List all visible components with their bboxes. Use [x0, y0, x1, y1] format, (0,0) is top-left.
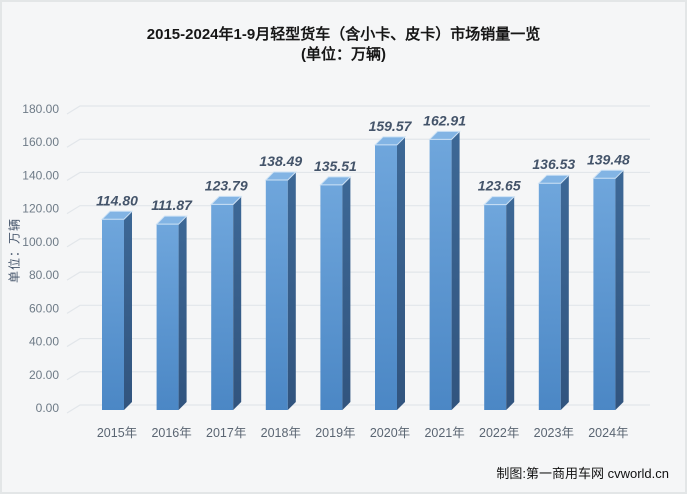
y-tick-label: 100.00 [22, 235, 59, 249]
bar-side-2019年 [342, 176, 351, 410]
y-tick-label: 160.00 [22, 135, 59, 149]
bar-side-2017年 [233, 196, 242, 410]
bar-side-2021年 [451, 131, 460, 411]
gridline [66, 105, 650, 115]
bar-side-2015年 [124, 211, 132, 410]
x-axis-label-2021年: 2021年 [424, 426, 464, 440]
x-axis-label-2022年: 2022年 [479, 426, 519, 440]
bar-top-2023年 [537, 174, 571, 184]
bar-top-2020年 [373, 136, 407, 146]
y-tick-label: 120.00 [22, 202, 59, 216]
bar-side-2016年 [178, 216, 187, 410]
x-axis-label-2018年: 2018年 [261, 426, 301, 440]
gridline [66, 404, 650, 414]
y-tick-label: 40.00 [29, 335, 59, 349]
y-tick-label: 180.00 [22, 102, 59, 116]
x-axis-label-2024年: 2024年 [588, 426, 628, 440]
value-label-2021年: 162.91 [423, 112, 466, 128]
gridline [66, 171, 650, 181]
y-tick-label: 20.00 [29, 368, 59, 382]
bar-front-2015年 [102, 219, 124, 410]
footer-credit: 制图:第一商用车网 cvworld.cn [496, 466, 669, 481]
chart-subtitle: (单位：万辆) [301, 46, 386, 63]
value-label-2019年: 135.51 [314, 158, 357, 174]
bar-top-2019年 [319, 176, 352, 186]
y-tick-label: 140.00 [22, 168, 59, 182]
bar-front-2019年 [320, 184, 343, 410]
gridline [66, 371, 650, 381]
bar-front-2018年 [265, 179, 288, 410]
x-axis-label-2016年: 2016年 [151, 426, 191, 440]
gridline [66, 271, 650, 281]
y-tick-label: 80.00 [29, 268, 59, 282]
value-label-2017年: 123.79 [205, 177, 248, 193]
gridline [66, 238, 650, 248]
bar-top-2018年 [264, 171, 298, 181]
gridline [66, 337, 650, 348]
chart-title-block: 2015-2024年1-9月轻型货车（含小卡、皮卡）市场销量一览 (单位：万辆) [2, 24, 685, 65]
bar-side-2022年 [506, 196, 515, 410]
bar-front-2024年 [593, 178, 616, 410]
y-tick-label: 60.00 [29, 301, 59, 315]
gridline [66, 304, 650, 314]
x-axis-label-2015年: 2015年 [97, 426, 137, 440]
bar-top-2015年 [100, 210, 134, 220]
bar-side-2024年 [615, 170, 624, 410]
x-axis-label-2019年: 2019年 [315, 426, 355, 440]
bar-front-2016年 [156, 224, 179, 410]
bar-side-2020年 [397, 136, 405, 410]
bar-top-2022年 [482, 196, 516, 206]
x-axis-label-2020年: 2020年 [370, 426, 410, 440]
value-label-2020年: 159.57 [369, 118, 413, 134]
bar-side-2018年 [287, 171, 296, 410]
value-label-2018年: 138.49 [259, 153, 302, 169]
bar-top-2016年 [155, 215, 188, 225]
value-label-2024年: 139.48 [587, 151, 630, 167]
value-label-2022年: 123.65 [478, 178, 521, 194]
x-axis-label-2023年: 2023年 [534, 426, 574, 440]
bar-top-2024年 [592, 169, 625, 179]
chart-title: 2015-2024年1-9月轻型货车（含小卡、皮卡）市场销量一览 [146, 26, 541, 43]
bar-front-2021年 [429, 139, 452, 411]
gridline [66, 138, 650, 148]
gridline [66, 205, 650, 215]
y-tick-label: 0.00 [36, 401, 60, 415]
x-axis-label-2017年: 2017年 [206, 426, 246, 440]
bar-top-2017年 [209, 195, 243, 205]
value-label-2016年: 111.87 [151, 197, 193, 213]
bar-top-2021年 [428, 130, 461, 140]
bar-front-2023年 [538, 183, 561, 410]
bar-front-2020年 [375, 144, 397, 410]
bar-front-2022年 [484, 204, 507, 410]
value-label-2015年: 114.80 [96, 192, 138, 208]
value-label-2023年: 136.53 [532, 156, 575, 172]
bar-front-2017年 [211, 204, 234, 410]
bar-side-2023年 [560, 175, 569, 410]
